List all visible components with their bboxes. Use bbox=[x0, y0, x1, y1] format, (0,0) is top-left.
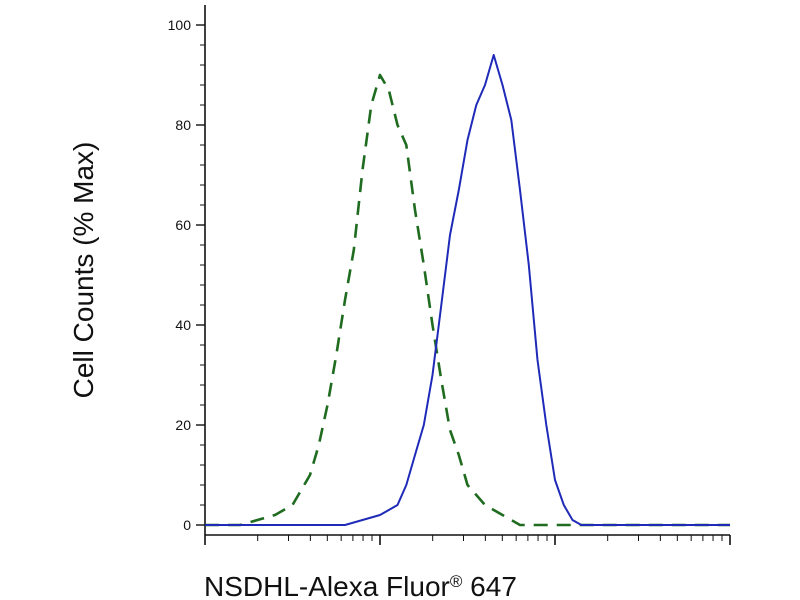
x-axis-title: NSDHL-Alexa Fluor® 647 bbox=[204, 571, 517, 600]
y-tick-label: 100 bbox=[168, 17, 192, 33]
x-axis-title-suffix: 647 bbox=[462, 571, 517, 600]
y-tick-label: 40 bbox=[175, 317, 191, 333]
y-tick-label: 60 bbox=[175, 217, 191, 233]
y-tick-label: 20 bbox=[175, 417, 191, 433]
y-tick-label: 80 bbox=[175, 117, 191, 133]
series-line-solid bbox=[205, 54, 730, 526]
series-group bbox=[205, 54, 730, 527]
series-line-dashed bbox=[205, 73, 730, 527]
axes: 0 20 40 60 80 100 bbox=[168, 5, 731, 545]
y-tick-label: 0 bbox=[183, 517, 191, 533]
y-axis-title: Cell Counts (% Max) bbox=[68, 142, 99, 399]
x-axis-title-main: NSDHL-Alexa Fluor bbox=[204, 571, 450, 600]
x-axis-title-superscript: ® bbox=[450, 572, 463, 591]
